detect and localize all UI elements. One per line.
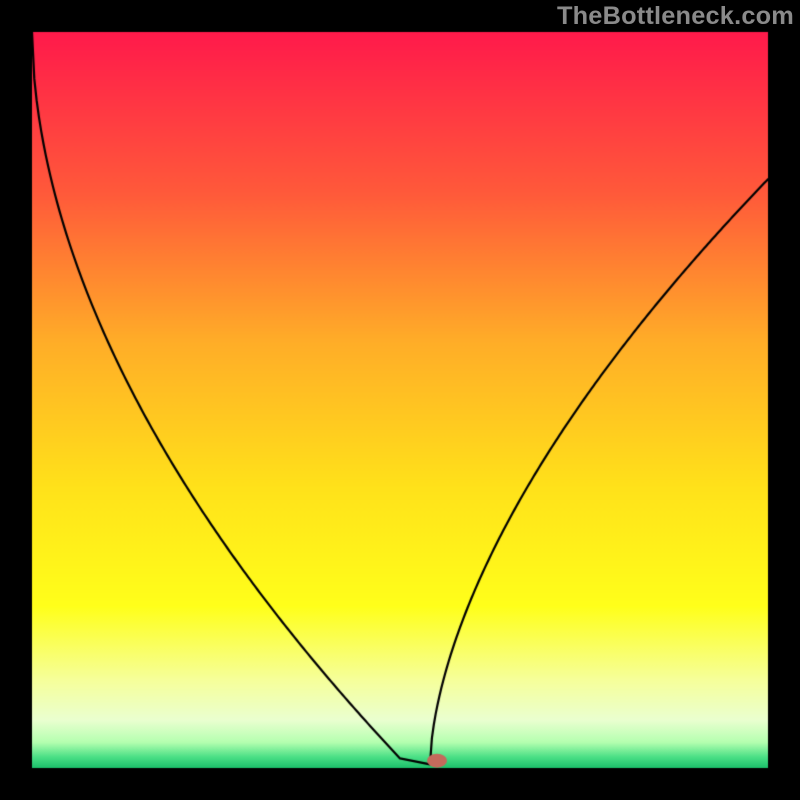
watermark-text: TheBottleneck.com <box>557 2 794 31</box>
chart-stage: TheBottleneck.com <box>0 0 800 800</box>
bottleneck-chart-canvas <box>0 0 800 800</box>
